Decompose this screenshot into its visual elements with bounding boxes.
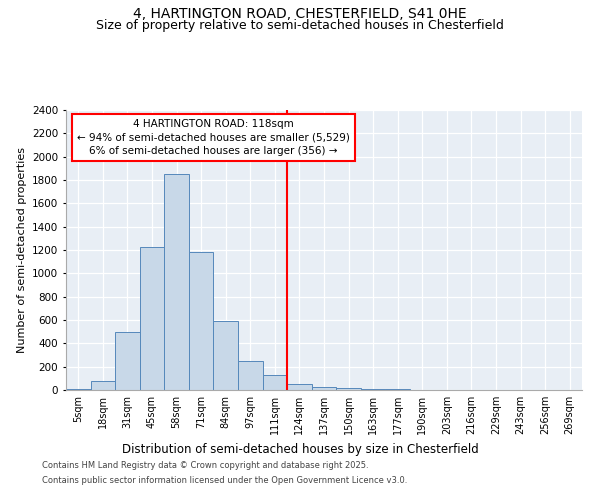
Bar [287, 384, 312, 390]
Text: Contains public sector information licensed under the Open Government Licence v3: Contains public sector information licen… [42, 476, 407, 485]
Bar [140, 246, 164, 390]
Bar [263, 376, 287, 390]
Bar [312, 386, 336, 390]
Bar [189, 252, 214, 390]
Y-axis label: Number of semi-detached properties: Number of semi-detached properties [17, 147, 26, 353]
Bar [91, 381, 115, 390]
Bar [214, 321, 238, 390]
Bar [361, 389, 385, 390]
Text: Distribution of semi-detached houses by size in Chesterfield: Distribution of semi-detached houses by … [122, 442, 478, 456]
Text: Contains HM Land Registry data © Crown copyright and database right 2025.: Contains HM Land Registry data © Crown c… [42, 461, 368, 470]
Bar [164, 174, 189, 390]
Text: Size of property relative to semi-detached houses in Chesterfield: Size of property relative to semi-detach… [96, 19, 504, 32]
Text: 4, HARTINGTON ROAD, CHESTERFIELD, S41 0HE: 4, HARTINGTON ROAD, CHESTERFIELD, S41 0H… [133, 8, 467, 22]
Text: 4 HARTINGTON ROAD: 118sqm
← 94% of semi-detached houses are smaller (5,529)
6% o: 4 HARTINGTON ROAD: 118sqm ← 94% of semi-… [77, 120, 350, 156]
Bar [66, 389, 91, 390]
Bar [238, 362, 263, 390]
Bar [115, 332, 140, 390]
Bar [336, 388, 361, 390]
